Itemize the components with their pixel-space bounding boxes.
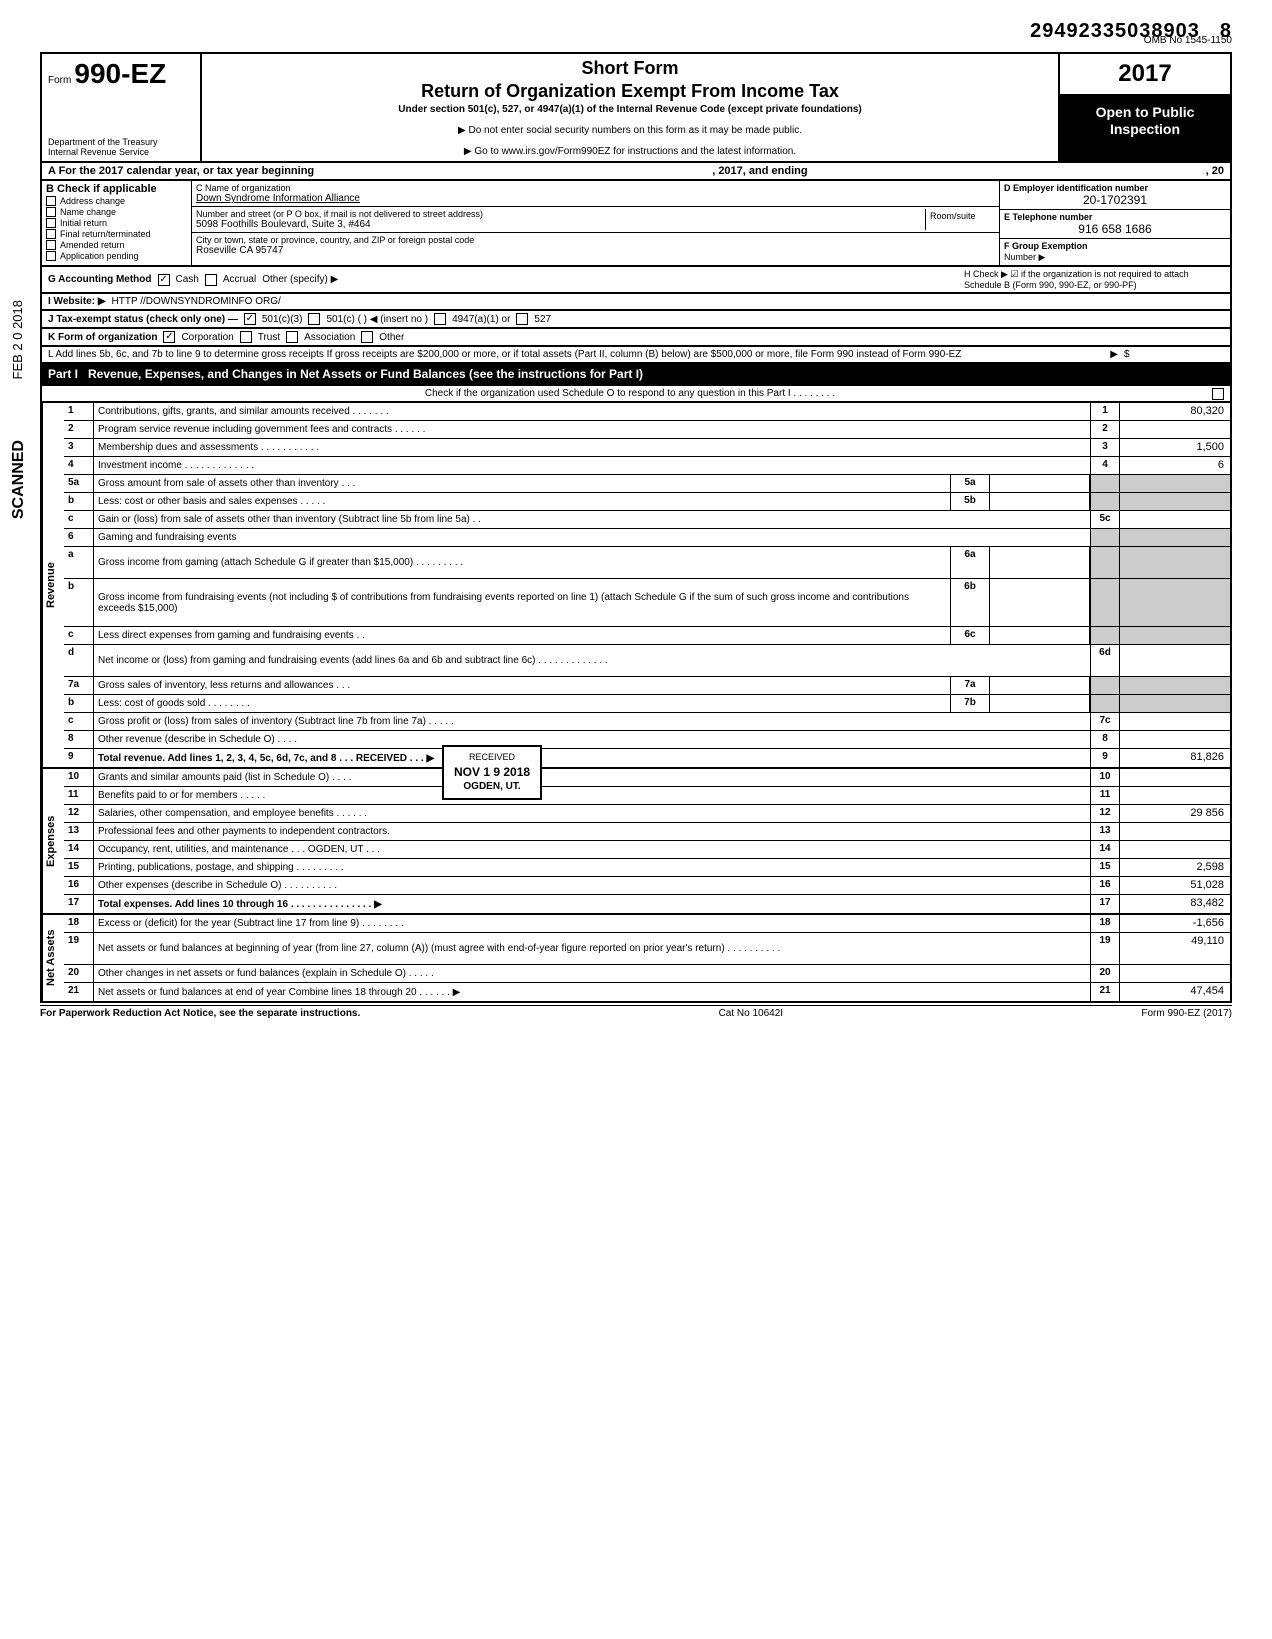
phone-value: 916 658 1686 (1004, 222, 1226, 236)
line-12-value: 29 856 (1120, 805, 1230, 822)
city-label: City or town, state or province, country… (196, 235, 995, 245)
line-6d-value (1120, 645, 1230, 676)
c-label: C Name of organization (196, 183, 995, 193)
street-label: Number and street (or P O box, if mail i… (196, 209, 925, 219)
line-18-value: -1,656 (1120, 915, 1230, 932)
row-l: L Add lines 5b, 6c, and 7b to line 9 to … (40, 347, 1232, 364)
goto-url: ▶ Go to www.irs.gov/Form990EZ for instru… (210, 146, 1050, 157)
row-a: A For the 2017 calendar year, or tax yea… (40, 163, 1232, 181)
form-header: Form 990-EZ Department of the Treasury I… (40, 52, 1232, 163)
form-prefix: Form (48, 75, 71, 86)
org-name: Down Syndrome Information Alliance (196, 193, 995, 204)
expenses-label: Expenses (42, 769, 64, 913)
under-section: Under section 501(c), 527, or 4947(a)(1)… (210, 104, 1050, 115)
street-value: 5098 Foothills Boulevard, Suite 3, #464 (196, 219, 925, 230)
line-13-value (1120, 823, 1230, 840)
room-suite-label: Room/suite (925, 209, 995, 230)
line-19-value: 49,110 (1120, 933, 1230, 964)
line-5c-value (1120, 511, 1230, 528)
net-assets-section: Net Assets 18Excess or (deficit) for the… (40, 915, 1232, 1003)
f-label2: Number ▶ (1004, 252, 1045, 262)
line-2-value (1120, 421, 1230, 438)
return-title: Return of Organization Exempt From Incom… (210, 81, 1050, 102)
h-text: H Check ▶ ☑ if the organization is not r… (964, 269, 1224, 290)
line-11-value (1120, 787, 1230, 804)
chk-assoc[interactable] (286, 331, 298, 343)
chk-app-pending[interactable]: Application pending (46, 251, 187, 261)
row-k: K Form of organization ✓Corporation Trus… (40, 329, 1232, 347)
line-14-value (1120, 841, 1230, 858)
line-10-value (1120, 769, 1230, 786)
chk-4947[interactable] (434, 313, 446, 325)
page-footer: For Paperwork Reduction Act Notice, see … (40, 1005, 1232, 1019)
chk-corp[interactable]: ✓ (163, 331, 175, 343)
feb-stamp: FEB 2 0 2018 (10, 300, 25, 380)
city-value: Roseville CA 95747 (196, 245, 995, 256)
line-20-value (1120, 965, 1230, 982)
revenue-label: Revenue (42, 403, 64, 767)
net-assets-label: Net Assets (42, 915, 64, 1001)
d-label: D Employer identification number (1004, 183, 1226, 193)
dept-treasury: Department of the Treasury Internal Reve… (48, 137, 194, 157)
chk-schedule-o[interactable] (1212, 388, 1224, 400)
chk-501c[interactable] (308, 313, 320, 325)
revenue-section: Revenue 1Contributions, gifts, grants, a… (40, 403, 1232, 769)
chk-address-change[interactable]: Address change (46, 196, 187, 206)
chk-final-return[interactable]: Final return/terminated (46, 229, 187, 239)
line-3-value: 1,500 (1120, 439, 1230, 456)
scanned-stamp: SCANNED (10, 440, 28, 519)
chk-501c3[interactable]: ✓ (244, 313, 256, 325)
line-9-value: 81,826 (1120, 749, 1230, 767)
row-j: J Tax-exempt status (check only one) — ✓… (40, 311, 1232, 329)
line-21-value: 47,454 (1120, 983, 1230, 1001)
line-4-value: 6 (1120, 457, 1230, 474)
f-label: F Group Exemption (1004, 241, 1088, 251)
line-15-value: 2,598 (1120, 859, 1230, 876)
chk-accrual[interactable] (205, 274, 217, 286)
line-8-value (1120, 731, 1230, 748)
short-form-title: Short Form (210, 58, 1050, 79)
chk-other[interactable] (361, 331, 373, 343)
expenses-section: Expenses 10Grants and similar amounts pa… (40, 769, 1232, 915)
tax-year: 2017 (1060, 54, 1230, 96)
row-i: I Website: ▶ HTTP //DOWNSYNDROMINFO ORG/ (40, 294, 1232, 311)
ssn-warning: ▶ Do not enter social security numbers o… (210, 125, 1050, 136)
part-1-check: Check if the organization used Schedule … (40, 386, 1232, 403)
chk-amended[interactable]: Amended return (46, 240, 187, 250)
chk-cash[interactable]: ✓ (158, 274, 170, 286)
line-1-value: 80,320 (1120, 403, 1230, 420)
form-number: 990-EZ (74, 58, 166, 89)
line-17-value: 83,482 (1120, 895, 1230, 913)
info-block: B Check if applicable Address change Nam… (40, 181, 1232, 267)
chk-527[interactable] (516, 313, 528, 325)
website-value: HTTP //DOWNSYNDROMINFO ORG/ (112, 296, 281, 307)
line-7c-value (1120, 713, 1230, 730)
section-b-label: B Check if applicable (46, 183, 187, 195)
e-label: E Telephone number (1004, 212, 1226, 222)
open-to-public: Open to Public Inspection (1060, 96, 1230, 161)
part-1-header: Part I Revenue, Expenses, and Changes in… (40, 364, 1232, 386)
ein-value: 20-1702391 (1004, 193, 1226, 207)
chk-name-change[interactable]: Name change (46, 207, 187, 217)
chk-initial-return[interactable]: Initial return (46, 218, 187, 228)
received-stamp: RECEIVED NOV 1 9 2018 OGDEN, UT. (442, 745, 542, 800)
line-16-value: 51,028 (1120, 877, 1230, 894)
chk-trust[interactable] (240, 331, 252, 343)
row-g-h: G Accounting Method ✓Cash Accrual Other … (40, 267, 1232, 294)
